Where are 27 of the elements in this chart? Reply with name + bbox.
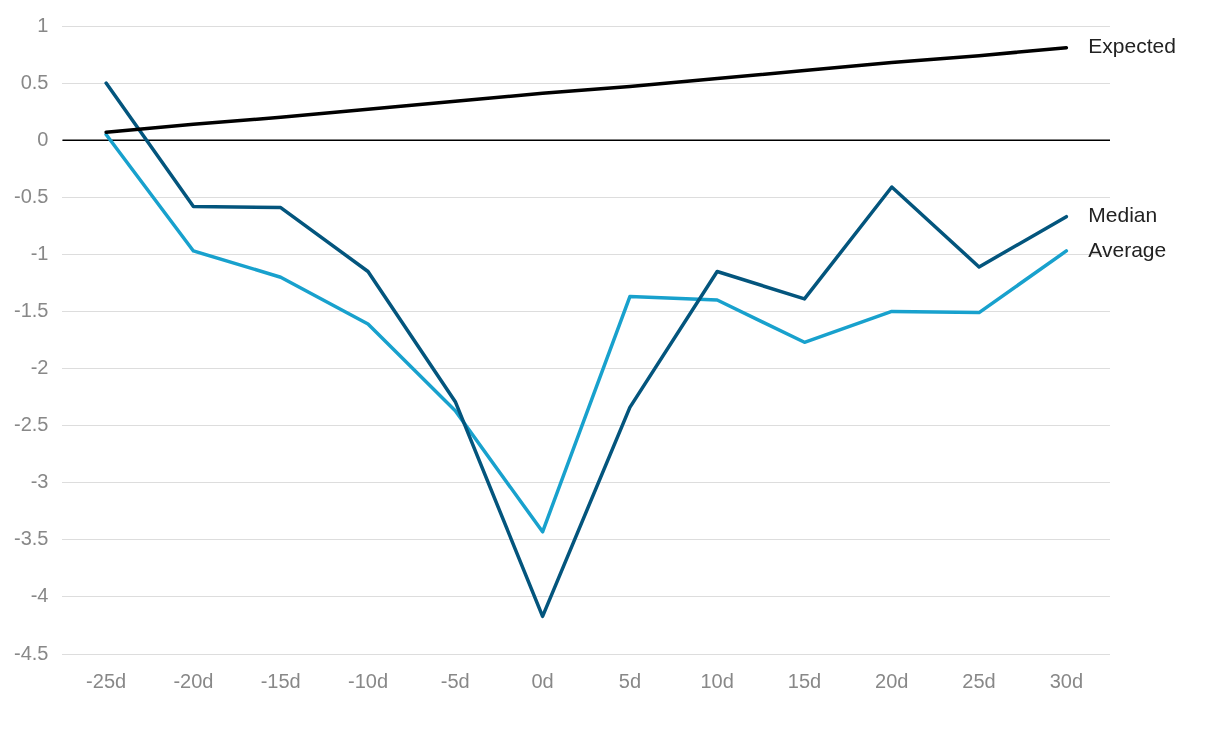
y-tick-label: -2.5 [13, 413, 49, 436]
y-tick-label: 0.5 [20, 70, 49, 93]
y-tick-label: 0 [37, 127, 49, 150]
y-tick-label: -2 [30, 356, 49, 379]
series-label: Expected [1088, 34, 1176, 58]
y-tick-label: -1.5 [13, 298, 49, 321]
x-tick-label: -15d [260, 669, 301, 692]
y-tick-label: -1 [30, 241, 49, 264]
x-tick-label: 15d [787, 669, 822, 692]
x-tick-label: -20d [173, 669, 214, 692]
x-tick-label: 10d [700, 669, 734, 692]
x-tick-label: 20d [875, 669, 909, 692]
x-tick-label: 0d [531, 669, 554, 692]
x-tick-label: -5d [440, 669, 470, 692]
x-tick-label: 25d [962, 669, 996, 692]
y-tick-label: -0.5 [13, 184, 49, 207]
x-tick-label: 5d [618, 669, 641, 692]
y-tick-label: -3 [30, 470, 49, 493]
y-tick-label: -4.5 [13, 641, 49, 664]
y-tick-label: 1 [37, 13, 49, 36]
y-tick-label: -4 [30, 584, 49, 607]
series-label: Average [1088, 237, 1167, 261]
x-tick-label: 30d [1049, 669, 1084, 692]
x-tick-label: -10d [347, 669, 389, 692]
y-tick-label: -3.5 [13, 527, 49, 550]
series-label: Median [1088, 203, 1158, 227]
x-tick-label: -25d [86, 669, 127, 692]
